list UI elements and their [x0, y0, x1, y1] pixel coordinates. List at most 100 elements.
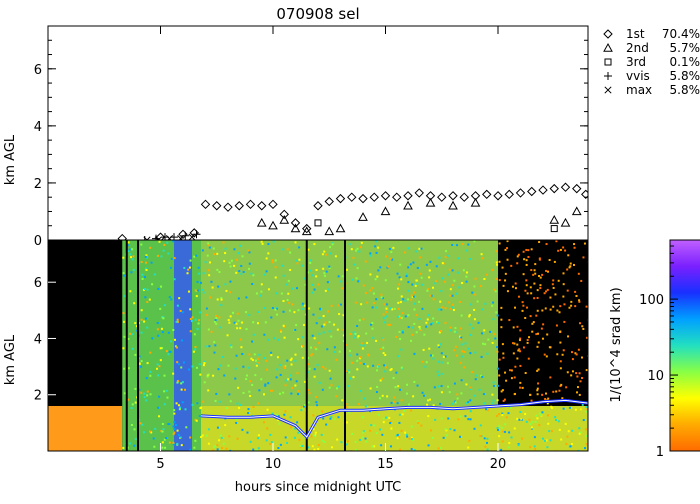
- heatmap-speckle-cell: [358, 251, 360, 253]
- heatmap-speckle-cell: [141, 424, 143, 426]
- heatmap-speckle-cell: [349, 243, 351, 245]
- heatmap-speckle-cell: [346, 269, 348, 271]
- heatmap-speckle-cell: [517, 255, 519, 257]
- heatmap-speckle-cell: [197, 290, 199, 292]
- heatmap-speckle-cell: [361, 342, 363, 344]
- heatmap-speckle-cell: [223, 260, 225, 262]
- marker-1st: [325, 197, 333, 205]
- heatmap-speckle-cell: [445, 250, 447, 252]
- heatmap-speckle-cell: [173, 409, 175, 411]
- heatmap-speckle-cell: [487, 339, 489, 341]
- heatmap-speckle-cell: [213, 248, 215, 250]
- heatmap-speckle-cell: [533, 283, 535, 285]
- heatmap-speckle-cell: [312, 445, 314, 447]
- heatmap-speckle-cell: [484, 343, 486, 345]
- heatmap-speckle-cell: [329, 387, 331, 389]
- heatmap-speckle-cell: [362, 437, 364, 439]
- heatmap-speckle-cell: [531, 331, 533, 333]
- heatmap-speckle-cell: [536, 389, 538, 391]
- heatmap-speckle-cell: [510, 265, 512, 267]
- heatmap-speckle-cell: [552, 391, 554, 393]
- heatmap-speckle-cell: [196, 281, 198, 283]
- heatmap-speckle-cell: [549, 376, 551, 378]
- heatmap-speckle-cell: [447, 274, 449, 276]
- marker-1st: [280, 210, 288, 218]
- heatmap-speckle-cell: [567, 254, 569, 256]
- marker-2nd: [404, 202, 412, 209]
- heatmap-speckle-cell: [236, 355, 238, 357]
- heatmap-speckle-cell: [406, 275, 408, 277]
- heatmap-speckle-cell: [249, 263, 251, 265]
- heatmap-speckle-cell: [154, 428, 156, 430]
- heatmap-speckle-cell: [247, 408, 249, 410]
- heatmap-speckle-cell: [410, 299, 412, 301]
- heatmap-speckle-cell: [421, 277, 423, 279]
- heatmap-speckle-cell: [572, 370, 574, 372]
- heatmap-speckle-cell: [441, 352, 443, 354]
- heatmap-speckle-cell: [215, 317, 217, 319]
- heatmap-speckle-cell: [226, 407, 228, 409]
- heatmap-speckle-cell: [248, 354, 250, 356]
- heatmap-speckle-cell: [298, 246, 300, 248]
- heatmap-speckle-cell: [497, 399, 499, 401]
- heatmap-speckle-cell: [159, 241, 161, 243]
- heatmap-speckle-cell: [575, 409, 577, 411]
- heatmap-speckle-cell: [291, 288, 293, 290]
- top-y-tick-label: 6: [34, 63, 42, 78]
- heatmap-speckle-cell: [426, 361, 428, 363]
- heatmap-speckle-cell: [362, 318, 364, 320]
- marker-1st: [505, 190, 513, 198]
- heatmap-speckle-cell: [276, 368, 278, 370]
- heatmap-speckle-cell: [417, 385, 419, 387]
- heatmap-speckle-cell: [498, 413, 500, 415]
- heatmap-speckle-cell: [168, 353, 170, 355]
- heatmap-speckle-cell: [448, 301, 450, 303]
- heatmap-speckle-cell: [275, 266, 277, 268]
- heatmap-speckle-cell: [123, 272, 125, 274]
- heatmap-speckle-cell: [402, 331, 404, 333]
- heatmap-speckle-cell: [296, 287, 298, 289]
- heatmap-speckle-cell: [539, 259, 541, 261]
- heatmap-speckle-cell: [252, 321, 254, 323]
- heatmap-speckle-cell: [146, 377, 148, 379]
- heatmap-speckle-cell: [440, 330, 442, 332]
- heatmap-speckle-cell: [550, 309, 552, 311]
- heatmap-speckle-cell: [544, 292, 546, 294]
- heatmap-speckle-cell: [372, 337, 374, 339]
- heatmap-speckle-cell: [146, 327, 148, 329]
- heatmap-speckle-cell: [514, 307, 516, 309]
- heatmap-speckle-cell: [555, 390, 557, 392]
- heatmap-speckle-cell: [280, 374, 282, 376]
- heatmap-speckle-cell: [399, 338, 401, 340]
- heatmap-speckle-cell: [330, 378, 332, 380]
- heatmap-speckle-cell: [257, 402, 259, 404]
- heatmap-speckle-cell: [354, 333, 356, 335]
- heatmap-speckle-cell: [356, 353, 358, 355]
- heatmap-speckle-cell: [470, 410, 472, 412]
- heatmap-speckle-cell: [296, 421, 298, 423]
- heatmap-speckle-cell: [562, 296, 564, 298]
- heatmap-speckle-cell: [356, 248, 358, 250]
- heatmap-speckle-cell: [302, 357, 304, 359]
- heatmap-speckle-cell: [545, 393, 547, 395]
- heatmap-speckle-cell: [266, 270, 268, 272]
- heatmap-speckle-cell: [383, 317, 385, 319]
- heatmap-speckle-cell: [164, 447, 166, 449]
- heatmap-speckle-cell: [219, 326, 221, 328]
- heatmap-speckle-cell: [559, 311, 561, 313]
- heatmap-speckle-cell: [477, 300, 479, 302]
- marker-1st: [292, 219, 300, 227]
- colorbar-tick-label: 100: [639, 293, 664, 308]
- heatmap-speckle-cell: [267, 339, 269, 341]
- heatmap-speckle-cell: [493, 381, 495, 383]
- heatmap-speckle-cell: [538, 424, 540, 426]
- heatmap-speckle-cell: [390, 258, 392, 260]
- heatmap-speckle-cell: [302, 303, 304, 305]
- heatmap-speckle-cell: [576, 391, 578, 393]
- heatmap-speckle-cell: [414, 303, 416, 305]
- heatmap-speckle-cell: [397, 434, 399, 436]
- heatmap-speckle-cell: [318, 283, 320, 285]
- heatmap-speckle-cell: [167, 423, 169, 425]
- heatmap-speckle-cell: [399, 276, 401, 278]
- legend-series-percent: 5.7%: [670, 41, 700, 55]
